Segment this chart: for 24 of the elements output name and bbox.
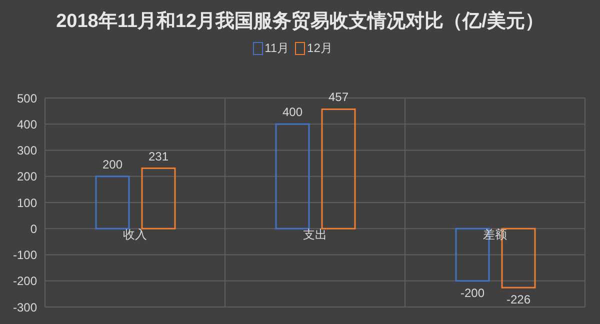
data-label: -226	[506, 292, 531, 307]
chart-title: 2018年11月和12月我国服务贸易收支情况对比（亿/美元）	[55, 9, 545, 34]
y-tick-label: 500	[16, 91, 38, 106]
y-tick-label: 100	[16, 196, 38, 210]
x-tick-label: 收入	[123, 227, 147, 242]
data-label: 231	[148, 149, 169, 164]
bar	[275, 123, 310, 230]
y-tick-label: 300	[16, 144, 38, 158]
y-tick-label: 400	[16, 117, 38, 132]
y-tick-label: -100	[12, 248, 38, 262]
bar	[321, 108, 356, 230]
y-tick-label: -200	[12, 274, 38, 288]
data-label: 400	[282, 105, 303, 120]
y-tick-label: 0	[30, 222, 38, 236]
y-tick-label: -300	[12, 300, 38, 314]
legend-label: 11月	[264, 40, 290, 57]
bar	[95, 176, 130, 230]
x-tick-label: 支出	[303, 227, 327, 242]
legend-label: 12月	[306, 40, 332, 57]
data-label: 457	[328, 90, 349, 104]
y-tick-label: 200	[16, 170, 38, 184]
data-label: 200	[102, 157, 123, 172]
bar	[141, 168, 176, 230]
data-label: -200	[460, 286, 485, 300]
